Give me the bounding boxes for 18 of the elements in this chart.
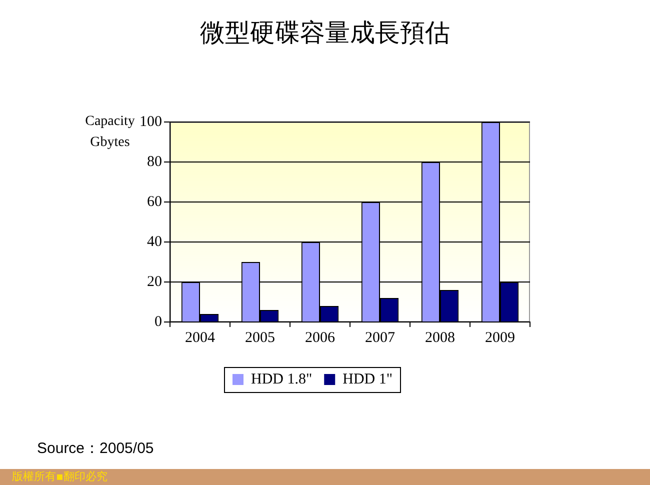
y-axis-title: Capacity Gbytes <box>84 113 136 152</box>
x-tick-label: 2008 <box>425 330 455 346</box>
x-tick-label: 2005 <box>245 330 275 346</box>
y-tick-label: 60 <box>147 194 162 210</box>
legend-label: HDD 1" <box>342 371 392 388</box>
text: 版權所有▪翻印必究 <box>12 470 108 484</box>
chart-title: 微型硬碟容量成長預估 <box>199 17 451 49</box>
x-tick-label: 2004 <box>185 330 216 346</box>
x-tick-label: 2009 <box>485 330 515 346</box>
x-tick-label: 2006 <box>305 330 336 346</box>
legend-label: HDD 1.8" <box>251 371 312 388</box>
source-note: Source：2005/05 <box>37 439 154 458</box>
x-tick-label: 2007 <box>365 330 396 346</box>
y-tick-label: 20 <box>147 274 162 290</box>
y-tick-label: 100 <box>140 114 162 130</box>
y-tick-label: 80 <box>147 154 162 170</box>
y-tick-label: 0 <box>154 314 162 330</box>
y-tick-label: 40 <box>147 234 162 250</box>
